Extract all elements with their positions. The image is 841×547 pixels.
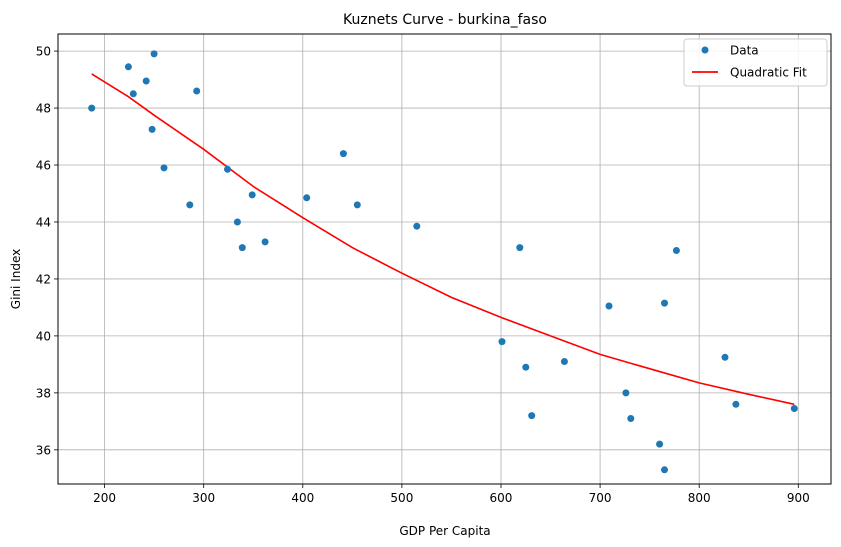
data-point: [661, 466, 668, 474]
x-tick-label: 400: [291, 491, 314, 505]
data-point: [622, 389, 630, 397]
data-point: [148, 125, 156, 133]
x-tick-label: 800: [688, 491, 711, 505]
data-point: [732, 400, 740, 408]
data-point: [353, 201, 361, 209]
y-tick-label: 40: [36, 329, 51, 343]
data-point: [261, 238, 269, 246]
y-tick-label: 48: [36, 102, 51, 116]
data-point: [88, 104, 96, 112]
plot-frame: [57, 33, 832, 485]
y-tick-label: 50: [36, 45, 51, 59]
data-point: [129, 90, 137, 98]
data-point: [627, 415, 635, 422]
data-point: [413, 222, 421, 230]
legend-data-marker: [701, 46, 709, 54]
y-axis-ticks: 36 38 40 42 44 46 48 50: [36, 45, 58, 457]
data-point: [605, 302, 613, 310]
x-axis-label: GDP Per Capita: [399, 524, 490, 538]
y-tick-label: 44: [36, 215, 51, 229]
data-point: [656, 440, 664, 448]
data-point: [672, 247, 680, 254]
chart-title: Kuznets Curve - burkina_faso: [343, 12, 547, 28]
fit-line-layer: [91, 73, 795, 406]
x-tick-label: 900: [787, 491, 810, 505]
x-tick-label: 200: [93, 491, 116, 505]
legend-data-label: Data: [730, 44, 759, 58]
y-tick-label: 42: [36, 272, 51, 286]
data-point: [142, 77, 150, 85]
data-point: [150, 50, 158, 58]
data-point: [522, 363, 530, 371]
data-point: [339, 150, 347, 158]
quadratic-fit-line: [91, 73, 795, 406]
data-point: [661, 299, 668, 307]
x-tick-label: 700: [589, 491, 612, 505]
x-axis-ticks: 200 300 400 500 600 700 800 900: [93, 484, 810, 505]
legend: Data Quadratic Fit: [683, 38, 828, 87]
data-point: [516, 244, 524, 252]
y-axis-label: Gini Index: [9, 249, 23, 309]
x-tick-label: 300: [192, 491, 215, 505]
data-point: [560, 358, 568, 365]
x-tick-label: 500: [390, 491, 413, 505]
x-tick-label: 600: [490, 491, 513, 505]
data-point: [790, 405, 798, 412]
y-tick-label: 38: [36, 386, 51, 400]
data-point: [721, 353, 729, 361]
data-point: [248, 191, 256, 199]
grid: [58, 34, 831, 484]
data-point: [224, 165, 231, 173]
data-point: [186, 201, 194, 209]
data-point: [238, 244, 246, 252]
legend-box: [683, 38, 828, 87]
data-point: [160, 164, 168, 172]
data-point: [498, 338, 506, 346]
scatter-points-layer: [88, 50, 798, 474]
y-tick-label: 46: [36, 159, 51, 173]
data-point: [528, 412, 536, 420]
data-point: [303, 194, 311, 202]
data-point: [233, 218, 241, 226]
legend-fit-label: Quadratic Fit: [730, 66, 807, 80]
data-point: [124, 63, 132, 71]
data-point: [193, 87, 201, 95]
y-tick-label: 36: [36, 443, 51, 457]
